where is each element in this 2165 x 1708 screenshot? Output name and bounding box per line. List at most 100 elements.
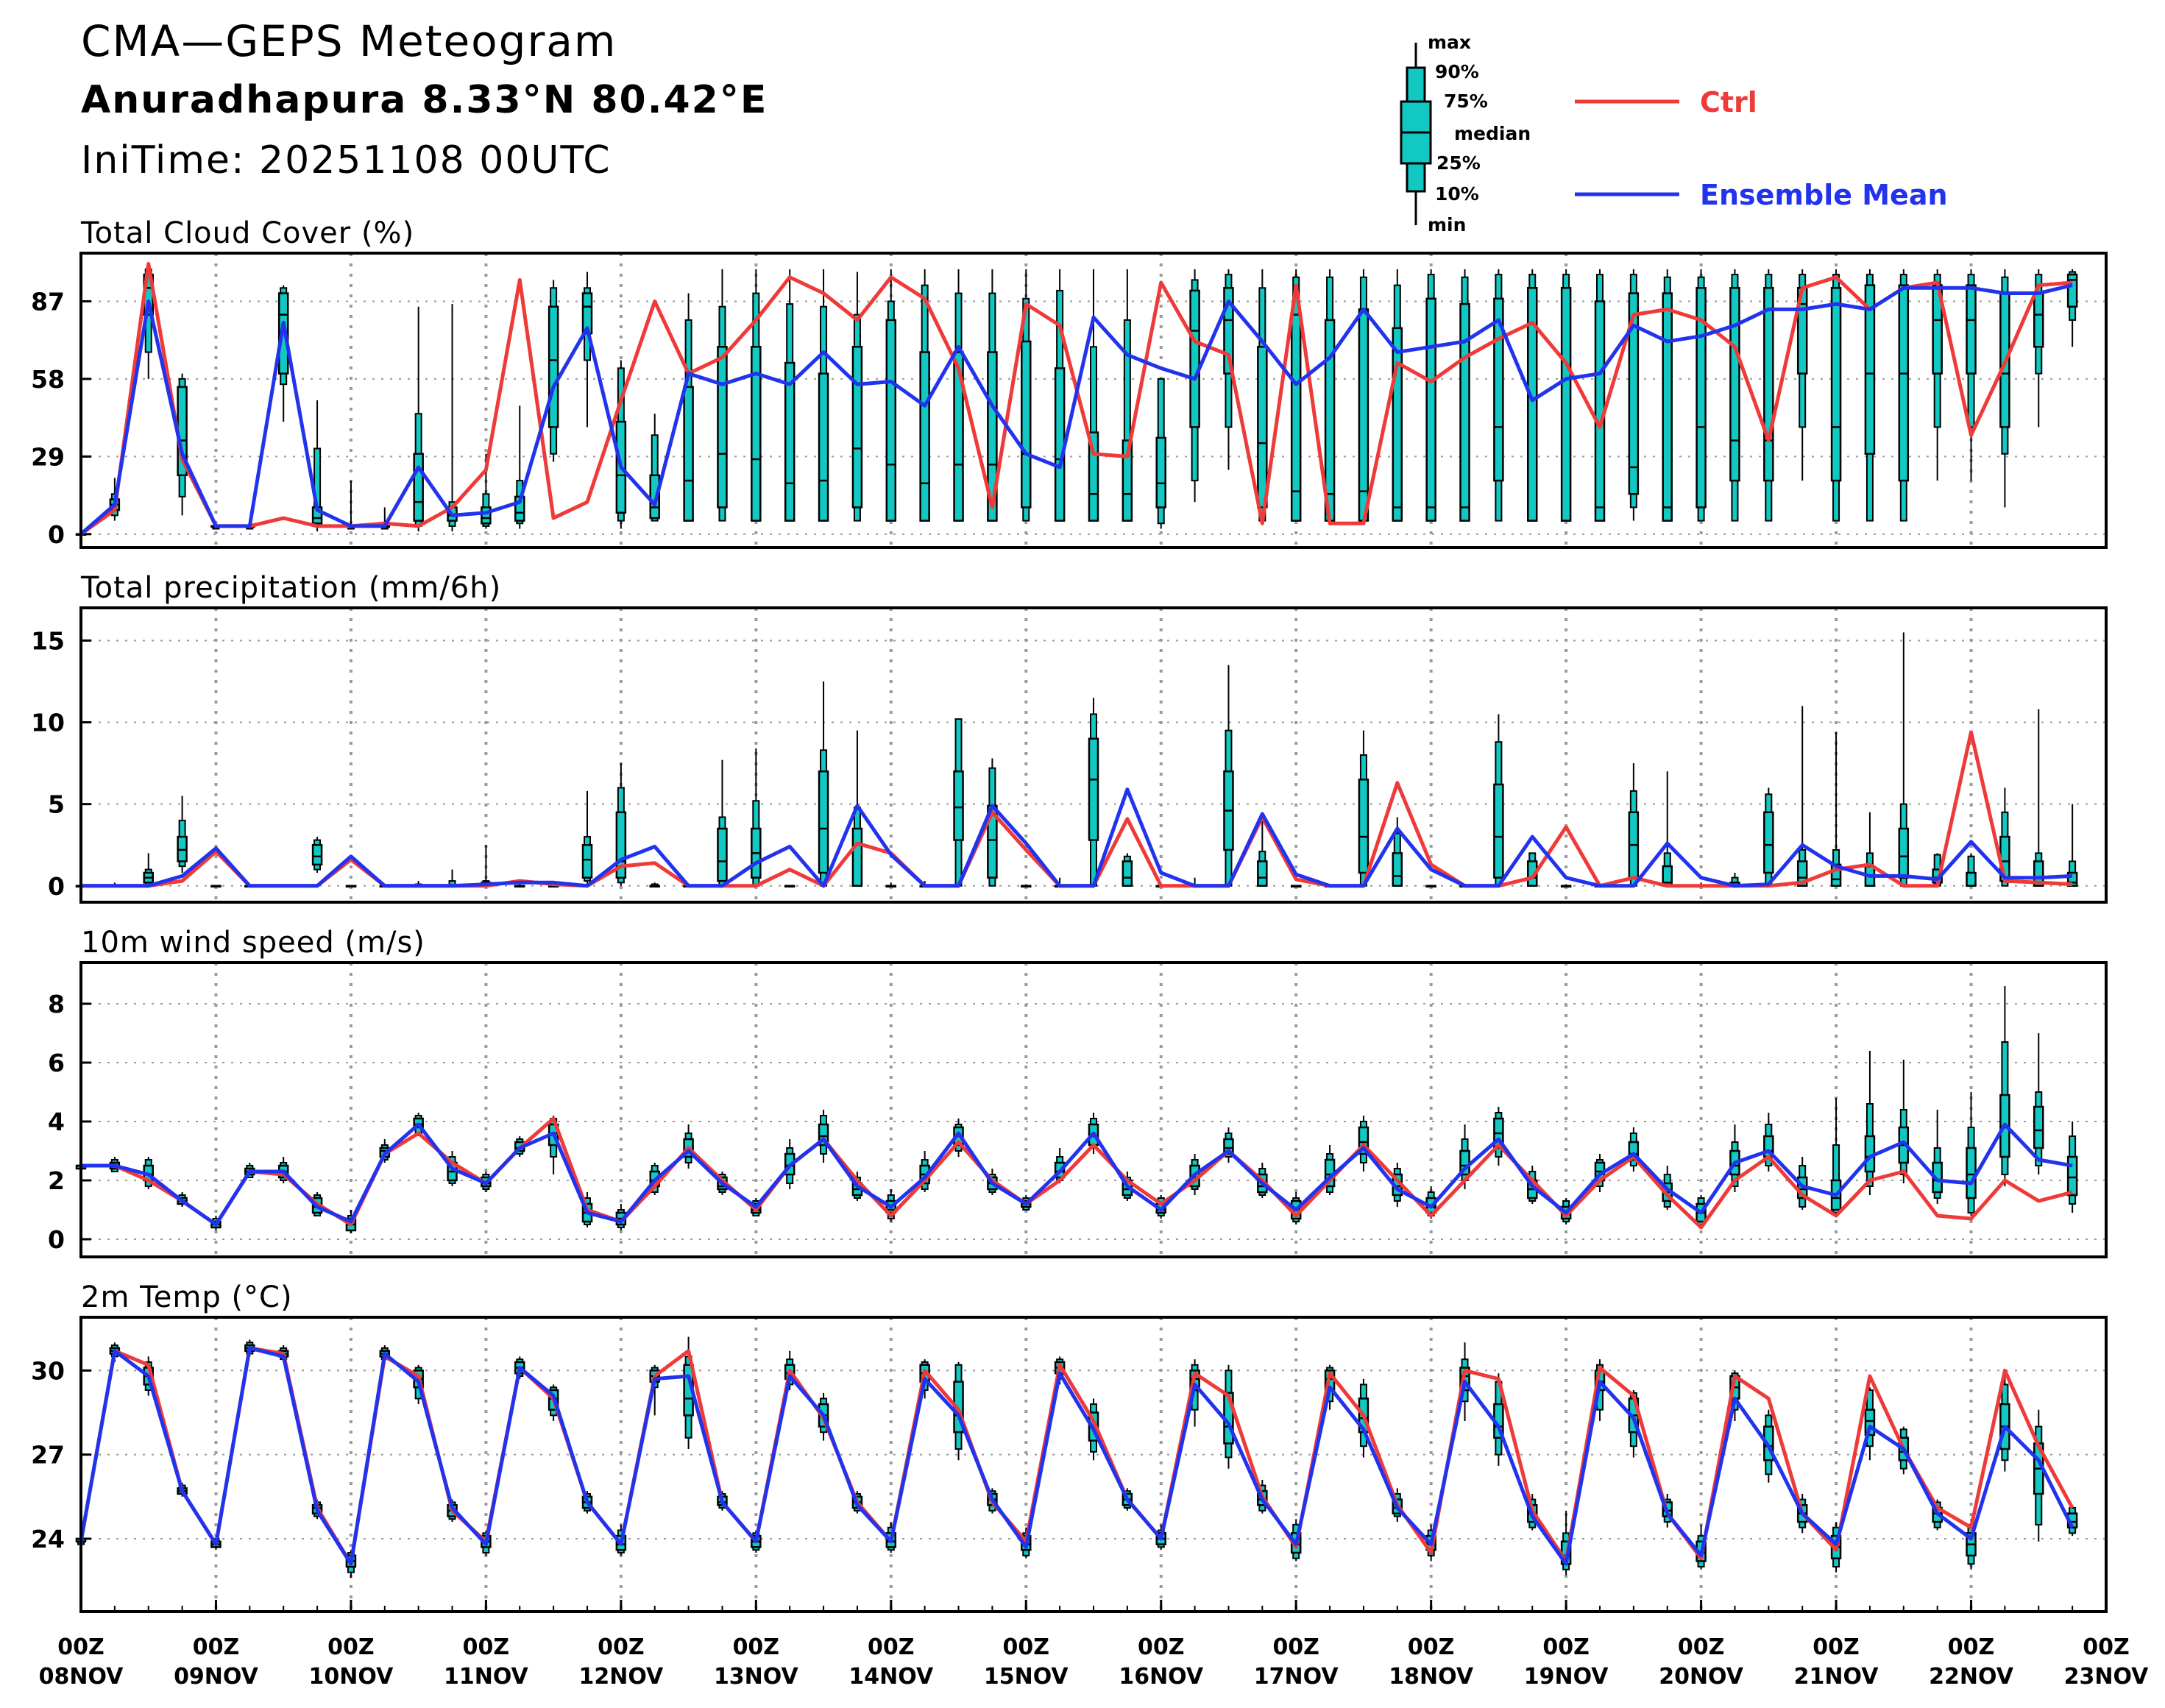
ensemble-box	[1122, 269, 1133, 522]
ensemble-box	[953, 269, 964, 522]
ensemble-box	[1560, 269, 1572, 522]
box-25-75	[1796, 860, 1808, 887]
ensemble-box	[1830, 269, 1842, 522]
ensemble-box	[851, 272, 863, 522]
legend-box-label: 75%	[1444, 91, 1488, 112]
panel-title: Total precipitation (mm/6h)	[80, 571, 501, 605]
ensemble-box	[1392, 269, 1403, 522]
x-tick-hour: 00Z	[1813, 1634, 1860, 1660]
x-tick-date: 20NOV	[1659, 1664, 1744, 1690]
ensemble-box	[1628, 269, 1640, 521]
ensemble-box	[1932, 269, 1943, 481]
ensemble-box	[683, 293, 694, 522]
x-tick-hour: 00Z	[57, 1634, 104, 1660]
ensemble-box	[1358, 730, 1369, 887]
ensemble-box	[1898, 632, 1910, 887]
ensemble-box	[548, 280, 559, 462]
y-tick-label: 87	[31, 287, 65, 316]
box-25-75	[784, 361, 796, 522]
ensemble-box	[885, 882, 897, 888]
box-25-75	[1257, 860, 1268, 887]
ensemble-box	[1729, 269, 1740, 522]
ensemble-box	[1898, 1060, 1910, 1183]
ensemble-box	[2066, 269, 2078, 347]
ensemble-box	[1290, 885, 1302, 888]
chart-title: CMA—GEPS Meteogram	[81, 16, 617, 66]
ensemble-box	[1662, 771, 1673, 887]
box-25-75	[987, 351, 998, 522]
box-25-75	[1560, 287, 1572, 522]
ensemble-box	[210, 885, 222, 888]
ensemble-box	[447, 304, 458, 532]
ensemble-box	[2066, 1121, 2078, 1213]
ensemble-box	[1493, 1107, 1504, 1166]
ensemble-box	[1830, 1098, 1842, 1216]
ensemble-box	[514, 884, 525, 888]
ensemble-box	[2066, 804, 2078, 887]
ensemble-box	[1088, 698, 1099, 887]
ensemble-box	[1898, 269, 1910, 522]
ensemble-box	[1189, 269, 1200, 503]
x-tick-date: 22NOV	[1929, 1664, 2014, 1690]
box-25-75	[953, 351, 964, 522]
ensemble-box	[143, 853, 154, 887]
ensemble-mean-series-line	[81, 1122, 2073, 1227]
ensemble-box	[1932, 1110, 1943, 1204]
y-tick-label: 0	[48, 520, 65, 549]
x-tick-hour: 00Z	[1948, 1634, 1995, 1660]
x-tick-date: 17NOV	[1254, 1664, 1339, 1690]
box-25-75	[1054, 367, 1066, 522]
box-25-75	[1392, 327, 1403, 522]
y-tick-label: 0	[48, 872, 65, 901]
box-25-75	[2033, 860, 2044, 887]
ensemble-box	[1324, 269, 1336, 522]
ensemble-box	[581, 272, 593, 428]
box-25-75	[1155, 436, 1166, 508]
ensemble-box	[885, 269, 897, 522]
box-25-75	[1425, 297, 1436, 522]
ensemble-box	[514, 405, 525, 529]
box-25-75	[1662, 292, 1673, 522]
box-25-75	[953, 770, 964, 841]
ensemble-box	[481, 845, 492, 887]
ensemble-box	[2033, 269, 2044, 428]
ensemble-box	[1054, 269, 1066, 522]
x-tick-date: 18NOV	[1389, 1664, 1474, 1690]
box-25-75	[548, 305, 559, 428]
box-25-75	[818, 770, 829, 874]
ensemble-box	[1223, 665, 1234, 887]
ensemble-box	[1088, 269, 1099, 522]
ensemble-box	[1763, 269, 1774, 522]
ensemble-box	[1594, 269, 1606, 522]
ensemble-box	[1966, 1092, 1977, 1216]
x-tick-date: 14NOV	[848, 1664, 934, 1690]
x-tick-date: 09NOV	[174, 1664, 259, 1690]
box-25-75	[851, 827, 863, 887]
ensemble-box	[1493, 269, 1504, 522]
ctrl-series-line	[79, 1346, 2074, 1566]
ensemble-box	[784, 269, 796, 522]
panel-title: 10m wind speed (m/s)	[81, 926, 425, 960]
box-25-75	[413, 453, 424, 522]
box-25-75	[1763, 811, 1774, 874]
ensemble-box	[1223, 1127, 1234, 1163]
x-tick-date: 19NOV	[1524, 1664, 1609, 1690]
box-25-75	[1898, 284, 1910, 482]
legend-box-label: 10%	[1435, 183, 1479, 205]
y-tick-label: 6	[48, 1049, 65, 1077]
x-tick-date: 16NOV	[1119, 1664, 1204, 1690]
ensemble-box	[277, 285, 289, 422]
ensemble-box	[1527, 852, 1538, 887]
legend-box-label: max	[1428, 32, 1471, 53]
x-tick-hour: 00Z	[1542, 1634, 1590, 1660]
box-25-75	[1021, 340, 1032, 508]
y-tick-label: 4	[48, 1108, 65, 1136]
ensemble-box	[1796, 706, 1808, 887]
legend-ctrl-label: Ctrl	[1700, 86, 1757, 118]
ensemble-mean-series-line	[81, 787, 2073, 888]
box-25-75	[2066, 1155, 2078, 1197]
y-tick-label: 58	[31, 365, 65, 394]
ensemble-box	[1122, 853, 1133, 887]
ensemble-box	[1662, 269, 1673, 522]
